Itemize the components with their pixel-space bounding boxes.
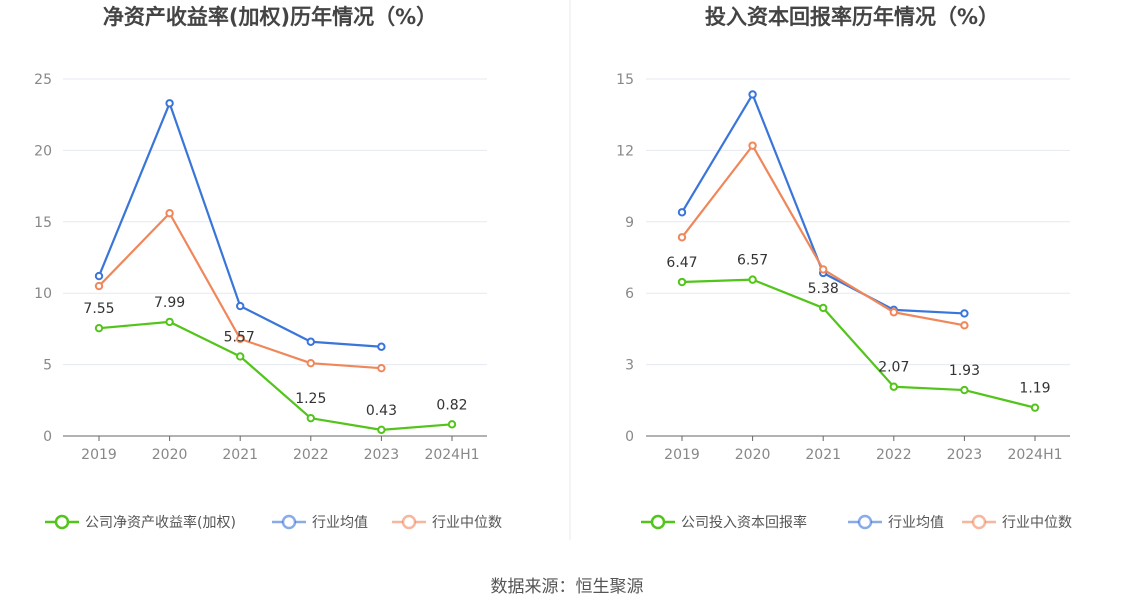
y-tick-label: 10 <box>34 286 52 302</box>
data-point <box>377 363 386 373</box>
data-label: 6.57 <box>737 253 768 269</box>
data-point <box>1030 403 1040 412</box>
legend-marker <box>857 514 873 530</box>
data-point <box>889 308 898 317</box>
data-point <box>377 342 386 351</box>
legend-marker <box>971 514 987 530</box>
legend-marker <box>54 514 70 530</box>
data-point <box>677 233 687 242</box>
chart-panel-1: 净资产收益率(加权)历年情况（%） 0 5 10 15 20 25 2019 2020 2021 2… <box>34 5 502 531</box>
data-point <box>165 317 174 327</box>
legend-marker <box>281 514 297 530</box>
legend-label: 行业中位数 <box>432 515 502 531</box>
data-label: 0.82 <box>436 397 467 413</box>
data-point <box>236 334 245 344</box>
data-label: 1.19 <box>1019 381 1050 397</box>
data-point <box>236 352 245 361</box>
legend-label: 行业中位数 <box>1002 515 1072 531</box>
data-point <box>889 382 898 391</box>
legend-label: 公司净资产收益率(加权) <box>85 514 236 531</box>
legend-item: 行业中位数 <box>962 514 1072 531</box>
data-point <box>165 209 174 218</box>
data-point <box>677 277 687 287</box>
x-tick-label: 2021 <box>805 447 841 463</box>
series-line <box>681 278 1036 409</box>
data-point <box>94 271 104 281</box>
data-point <box>960 321 969 330</box>
data-point <box>165 99 174 108</box>
legend-item: 行业中位数 <box>392 514 502 531</box>
data-point <box>748 275 757 284</box>
y-tick-label: 3 <box>625 358 634 374</box>
legend-item: 行业均值 <box>848 514 944 531</box>
data-point <box>447 420 457 429</box>
legend-item: 行业均值 <box>272 514 368 531</box>
data-label: 2.07 <box>878 360 909 376</box>
data-point <box>819 265 828 274</box>
x-tick-label: 2020 <box>735 447 771 463</box>
series-line <box>98 320 453 431</box>
data-point <box>236 301 245 311</box>
data-source: 数据来源：恒生聚源 <box>491 577 644 597</box>
x-tick-label: 2019 <box>81 447 117 463</box>
data-label: 0.43 <box>366 403 397 419</box>
y-tick-label: 12 <box>616 143 634 159</box>
y-tick-label: 5 <box>43 358 52 374</box>
data-point <box>94 323 104 333</box>
y-tick-label: 20 <box>34 143 52 159</box>
y-tick-label: 15 <box>616 72 634 88</box>
data-label: 7.99 <box>154 295 185 311</box>
y-tick-label: 25 <box>34 72 52 88</box>
x-tick-label: 2024H1 <box>424 447 479 463</box>
data-point <box>306 413 315 423</box>
data-point <box>677 208 687 217</box>
y-tick-label: 6 <box>625 286 634 302</box>
x-tick-label: 2022 <box>876 447 912 463</box>
data-point <box>960 385 969 395</box>
legend-item: 公司净资产收益率(加权) <box>45 514 236 531</box>
data-point <box>960 309 969 318</box>
data-point <box>819 303 828 313</box>
legend-label: 公司投入资本回报率 <box>681 514 807 531</box>
data-point <box>306 337 315 346</box>
chart-title: 净资产收益率(加权)历年情况（%） <box>103 5 437 29</box>
y-tick-label: 0 <box>43 429 52 445</box>
x-tick-label: 2021 <box>222 447 258 463</box>
data-label: 1.93 <box>949 363 980 379</box>
x-tick-label: 2024H1 <box>1007 447 1062 463</box>
data-label: 1.25 <box>295 391 326 407</box>
x-tick-label: 2023 <box>364 447 400 463</box>
data-label: 5.38 <box>808 281 839 297</box>
chart-title: 投入资本回报率历年情况（%） <box>705 5 999 29</box>
data-point <box>306 358 315 368</box>
legend-item: 公司投入资本回报率 <box>641 514 807 531</box>
y-tick-label: 9 <box>625 215 634 231</box>
y-tick-label: 15 <box>34 215 52 231</box>
legend-label: 行业均值 <box>312 515 368 531</box>
data-point <box>748 141 757 150</box>
data-label: 7.55 <box>83 301 114 317</box>
data-point <box>94 281 104 291</box>
data-label: 6.47 <box>666 255 697 271</box>
data-point <box>748 90 757 99</box>
data-point <box>377 425 386 435</box>
legend-marker <box>401 514 417 530</box>
x-tick-label: 2019 <box>664 447 700 463</box>
data-label: 5.57 <box>224 329 255 345</box>
x-tick-label: 2020 <box>152 447 188 463</box>
x-tick-label: 2023 <box>947 447 983 463</box>
x-tick-label: 2022 <box>293 447 329 463</box>
series-line <box>681 144 965 327</box>
chart-panel-2: 投入资本回报率历年情况（%） 0 3 6 9 12 15 2019 2020 2021 2022 20… <box>616 5 1072 531</box>
legend-marker <box>650 514 666 530</box>
legend-label: 行业均值 <box>888 515 944 531</box>
y-tick-label: 0 <box>625 429 634 445</box>
